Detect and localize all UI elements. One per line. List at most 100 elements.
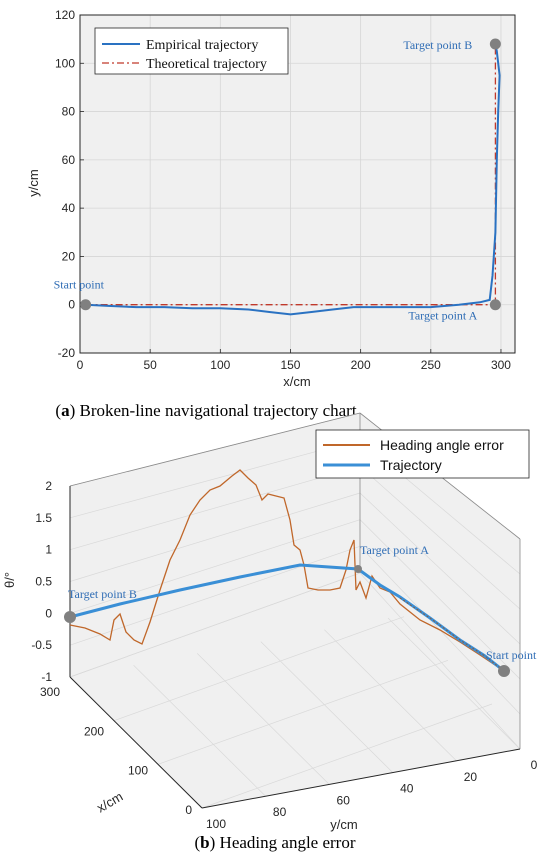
series-line-empirical (85, 43, 501, 316)
legend-label-empirical: Empirical trajectory (146, 38, 258, 53)
z-tick-label: -0.5 (31, 638, 52, 652)
y-tick-label: 0 (68, 298, 75, 312)
y-tick-label: 80 (62, 105, 76, 119)
legend-label-trajectory: Trajectory (380, 457, 442, 473)
z-tick-label: 0 (45, 606, 52, 620)
caption-b-letter: b (200, 833, 209, 852)
marker-start-point-b (498, 665, 510, 677)
x-tick-label: 200 (351, 358, 371, 372)
label-target-point-b-3d: Target point B (68, 587, 137, 601)
grid-y-floor (387, 617, 521, 750)
x-tick-label-b: 300 (40, 685, 60, 699)
point-label: Target point B (403, 38, 472, 52)
grid-y-floor (196, 653, 330, 785)
trajectory-detail-line (399, 597, 505, 672)
grid-z-right (359, 519, 521, 680)
grid-y-floor (133, 664, 266, 797)
x-tick-label: 300 (491, 358, 511, 372)
caption-b-prefix: ( (195, 833, 201, 852)
grid-z-right (359, 492, 521, 645)
marker-target-point-b (64, 611, 76, 623)
legend-label-theoretical: Theoretical trajectory (146, 57, 267, 72)
grid-z-right (359, 572, 521, 750)
points-a: Start point Target point A Target point B (54, 38, 501, 323)
z-tick-label: 2 (45, 479, 52, 493)
z-tick-label: 1.5 (35, 511, 52, 525)
x-axis-label-b: x/cm (94, 789, 125, 816)
point-marker (80, 299, 92, 311)
y-axis-label-a: y/cm (26, 169, 41, 196)
x-tick-label-b: 0 (185, 803, 192, 817)
caption-b-rest: ) Heading angle error (210, 833, 356, 852)
grid-y-floor (260, 641, 394, 773)
edge-top-left (69, 412, 361, 487)
back-left-wall (70, 413, 360, 677)
legend-box-b (315, 429, 530, 479)
legend-b: Heading angle error Trajectory (315, 429, 530, 479)
legend-box-a (94, 27, 289, 75)
caption-b: (b) Heading angle error (195, 833, 356, 852)
x-axis-label-a: x/cm (283, 374, 310, 389)
x-tick-label-b: 100 (128, 764, 148, 778)
y-tick-label: 120 (55, 8, 75, 22)
y-tick-label: 40 (62, 201, 76, 215)
caption-a: (a) Broken-line navigational trajectory … (55, 401, 356, 420)
y-tick-label-b: 80 (273, 805, 287, 819)
z-tick-label: -1 (41, 670, 52, 684)
marker-target-point-a (354, 565, 362, 573)
floor (70, 573, 520, 808)
y-tick-label-b: 60 (337, 793, 351, 807)
z-tick-label: 1 (45, 543, 52, 557)
caption-a-letter: a (61, 401, 70, 420)
caption-a-prefix: ( (55, 401, 61, 420)
y-tick-label-b: 100 (206, 817, 226, 831)
grid-x-floor (69, 572, 361, 678)
z-axis-label-b: θ/° (2, 572, 17, 588)
trajectory-line (69, 563, 505, 673)
heading-angle-error-line (69, 469, 505, 672)
grid-z-right (359, 466, 521, 610)
grid-x-floor (113, 616, 405, 721)
y-axis-label-b: y/cm (330, 817, 357, 832)
y-tick-label-b: 40 (400, 782, 414, 796)
y-tick-label: 20 (62, 249, 76, 263)
z-tick-label: 0.5 (35, 575, 52, 589)
x-tick-label: 150 (280, 358, 300, 372)
x-tick-label: 250 (421, 358, 441, 372)
point-marker (489, 299, 501, 311)
y-tick-label: 100 (55, 56, 75, 70)
grid-z-left (69, 519, 361, 614)
plot-frame-a (79, 14, 516, 354)
grid-z-left (69, 439, 361, 519)
x-tick-label-b: 200 (84, 724, 104, 738)
y-axis-line (201, 748, 521, 809)
x-tick-label: 100 (210, 358, 230, 372)
point-marker (489, 38, 501, 50)
x-tick-label: 0 (77, 358, 84, 372)
grid-z-left (69, 492, 361, 582)
y-tick-label: -20 (58, 346, 76, 360)
grid-z-left (69, 546, 361, 646)
grid-y-floor (324, 629, 457, 762)
y-tick-label-b: 20 (464, 770, 478, 784)
label-target-point-a-3d: Target point A (360, 543, 429, 557)
x-axis-line (69, 676, 203, 809)
legend-label-heading: Heading angle error (380, 437, 504, 453)
point-label: Target point A (408, 309, 477, 323)
y-tick-label-b: 0 (531, 758, 538, 772)
legend-a: Empirical trajectory Theoretical traject… (94, 27, 289, 75)
back-right-wall (360, 413, 520, 749)
caption-a-rest: ) Broken-line navigational trajectory ch… (70, 401, 357, 420)
label-start-point-3d: Start point (486, 648, 537, 662)
point-label: Start point (54, 278, 105, 292)
grid-z-left (69, 465, 361, 551)
grid-x-floor (157, 660, 449, 765)
x-tick-label: 50 (143, 358, 157, 372)
grid-x-floor (201, 703, 493, 809)
y-tick-label: 60 (62, 153, 76, 167)
